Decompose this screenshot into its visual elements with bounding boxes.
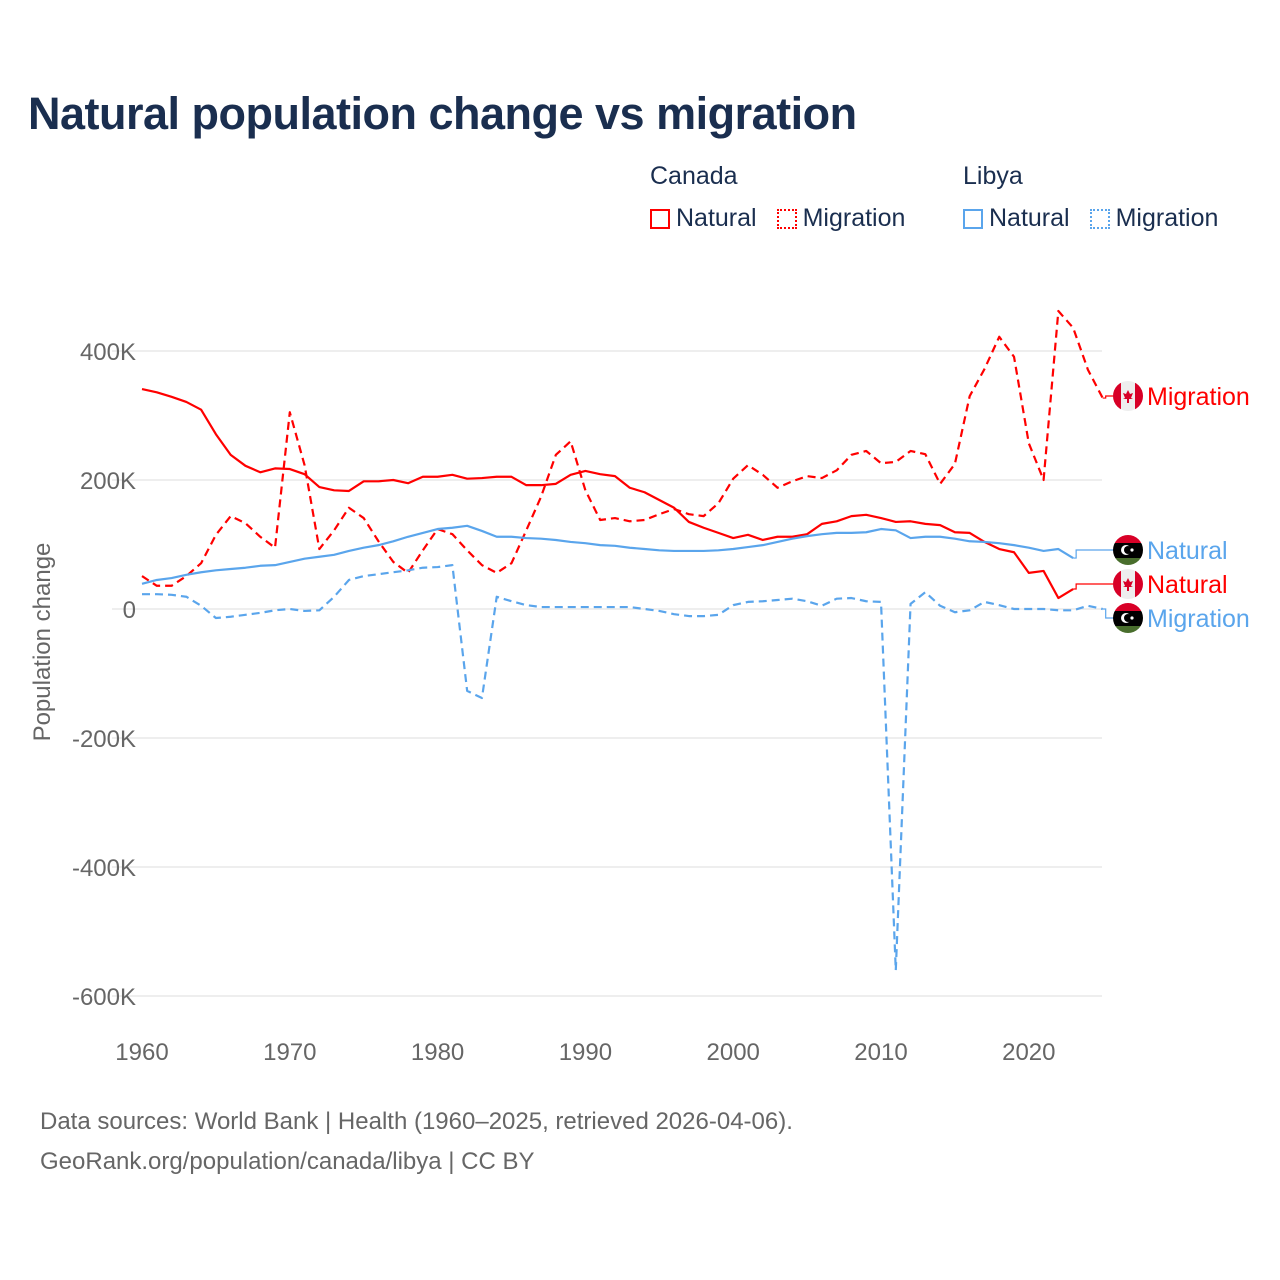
flag-band (1135, 569, 1143, 599)
legend-group-title: Libya (963, 162, 1023, 190)
flag-band (1113, 381, 1121, 411)
leader-line (1073, 549, 1114, 559)
legend-label: Migration (802, 204, 906, 232)
series-line-libya-natural (141, 524, 1074, 585)
legend-swatch (776, 208, 797, 229)
legend-label: Natural (676, 204, 757, 232)
flag-libya-icon (1113, 535, 1143, 565)
legend-item-libya-natural[interactable]: Natural (963, 204, 1070, 233)
flag-band (1113, 569, 1121, 599)
flag-body (1113, 381, 1143, 411)
legend-group-libya: Libya Natural Migration (963, 162, 1238, 233)
x-tick-label: 2010 (854, 1039, 907, 1066)
series-line-canada-migration (141, 309, 1104, 587)
series-end-label: Natural (1147, 537, 1228, 565)
leader-line (1102, 395, 1114, 399)
legend-group-title: Canada (650, 162, 738, 190)
x-tick-label: 1970 (263, 1039, 316, 1066)
x-tick-label: 1980 (411, 1039, 464, 1066)
crescent-cut (1124, 546, 1132, 554)
x-tick-label: 1990 (559, 1039, 612, 1066)
y-tick-label: -400K (72, 855, 136, 882)
legend-swatch (650, 208, 670, 229)
y-tick-label: 400K (80, 339, 136, 366)
legend-item-canada-migration[interactable]: Migration (776, 204, 906, 233)
chart-title: Natural population change vs migration (28, 88, 857, 139)
crescent-cut (1124, 614, 1132, 622)
flag-band (1135, 381, 1143, 411)
series-line-libya-migration (142, 564, 1103, 972)
y-tick-label: 0 (123, 597, 136, 624)
y-tick-label: 200K (80, 468, 136, 495)
flag-canada-icon (1113, 569, 1143, 599)
series-line-canada-natural (141, 387, 1074, 600)
maple-leaf-icon (1123, 390, 1133, 403)
x-tick-label: 1960 (115, 1039, 168, 1066)
legend-label: Migration (1115, 204, 1219, 232)
legend-item-canada-natural[interactable]: Natural (650, 204, 757, 233)
footer-sources: Data sources: World Bank | Health (1960–… (40, 1108, 793, 1135)
legend-label: Natural (989, 204, 1070, 232)
flag-body (1113, 569, 1143, 599)
flag-band (1113, 535, 1143, 543)
flag-band (1113, 603, 1143, 611)
flag-band (1113, 626, 1143, 633)
legend-swatch (1089, 208, 1110, 229)
y-axis-label: Population change (29, 543, 56, 742)
legend-group-canada: Canada Natural Migration (650, 162, 925, 233)
legend-item-libya-migration[interactable]: Migration (1089, 204, 1219, 233)
maple-leaf-icon (1123, 578, 1133, 591)
y-tick-label: -200K (72, 726, 136, 753)
y-tick-label: -600K (72, 984, 136, 1011)
flag-libya-icon (1113, 603, 1143, 633)
flag-band (1113, 558, 1143, 565)
flag-body (1113, 603, 1143, 633)
star-icon (1130, 548, 1134, 552)
x-tick-label: 2000 (707, 1039, 760, 1066)
leader-line (1073, 583, 1114, 590)
legend-swatch (963, 208, 983, 229)
x-tick-label: 2020 (1002, 1039, 1055, 1066)
footer-attribution: GeoRank.org/population/canada/libya | CC… (40, 1148, 535, 1175)
flag-body (1113, 535, 1143, 565)
series-end-label: Migration (1147, 383, 1250, 411)
series-end-label: Migration (1147, 605, 1250, 633)
flag-canada-icon (1113, 381, 1143, 411)
leader-line (1102, 608, 1114, 619)
series-end-label: Natural (1147, 571, 1228, 599)
star-icon (1130, 616, 1134, 620)
